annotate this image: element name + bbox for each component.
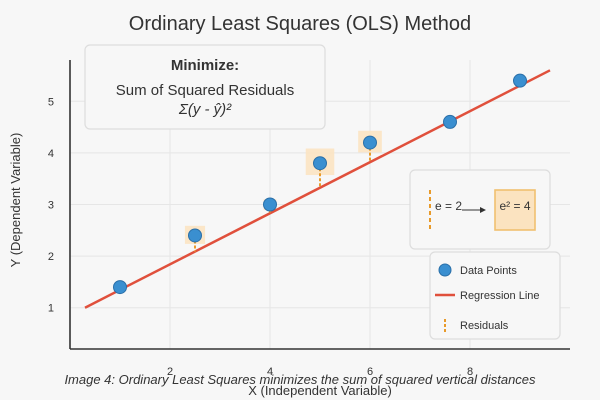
- x-tick-label: 6: [367, 366, 373, 378]
- squared-example-label: e² = 4: [499, 199, 530, 213]
- minimize-annotation: Minimize: Sum of Squared Residuals Σ(y -…: [84, 44, 326, 130]
- x-axis-label: X (Independent Variable): [248, 383, 392, 398]
- legend-entry-residuals: Residuals: [460, 320, 509, 332]
- legend-entry-data-points: Data Points: [460, 265, 517, 277]
- minimize-formula: Σ(y - ŷ)²: [178, 101, 232, 118]
- y-tick-label: 2: [48, 251, 54, 263]
- minimize-box: [84, 44, 326, 130]
- x-tick-label: 2: [167, 366, 173, 378]
- squared-example-box: [494, 189, 536, 231]
- x-tick-label: 8: [467, 366, 473, 378]
- y-tick-label: 3: [48, 200, 54, 212]
- y-tick-label: 4: [48, 148, 54, 160]
- tick-labels: 2 4 6 8 1 2 3 4 5: [48, 96, 473, 378]
- data-point: [263, 197, 277, 212]
- minimize-title: Minimize:: [171, 57, 239, 74]
- legend-point-icon: [438, 263, 452, 277]
- data-point: [363, 135, 377, 150]
- legend-entry-regression-line: Regression Line: [460, 290, 540, 302]
- y-tick-label: 5: [48, 96, 54, 108]
- regression-line-layer: [84, 69, 551, 309]
- y-tick-label: 1: [48, 303, 54, 315]
- residual-example-label: e = 2: [435, 199, 462, 213]
- chart-title: Ordinary Least Squares (OLS) Method: [129, 13, 471, 35]
- x-tick-label: 4: [267, 366, 273, 378]
- legend: Data Points Regression Line Residuals: [429, 251, 561, 340]
- data-point: [513, 73, 527, 88]
- data-point: [313, 156, 327, 171]
- figure-caption: Image 4: Ordinary Least Squares minimize…: [64, 372, 536, 387]
- legend-box: [429, 251, 561, 340]
- regression-line: [84, 69, 551, 309]
- minimize-text: Sum of Squared Residuals: [116, 82, 294, 99]
- data-point: [113, 280, 127, 295]
- y-axis-label: Y (Dependent Variable): [8, 133, 23, 268]
- data-point: [188, 228, 202, 243]
- residual-example-annotation: e = 2 e² = 4: [409, 169, 551, 250]
- data-points: [113, 73, 527, 295]
- axes: [69, 60, 570, 350]
- arrow-head-icon: [480, 207, 486, 213]
- data-point: [443, 114, 457, 129]
